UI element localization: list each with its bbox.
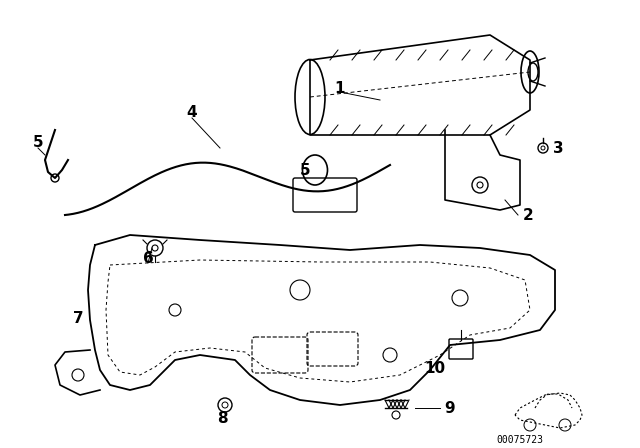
Text: 5: 5	[300, 163, 310, 177]
Text: 5: 5	[33, 134, 44, 150]
Text: 1: 1	[335, 81, 345, 95]
Text: 3: 3	[553, 141, 563, 155]
Text: 2: 2	[523, 207, 533, 223]
Text: 6: 6	[143, 250, 154, 266]
Text: 10: 10	[424, 361, 445, 375]
Text: 7: 7	[73, 310, 83, 326]
Text: 8: 8	[217, 410, 227, 426]
Text: 4: 4	[187, 104, 197, 120]
Text: 00075723: 00075723	[497, 435, 543, 445]
Text: 9: 9	[445, 401, 455, 415]
